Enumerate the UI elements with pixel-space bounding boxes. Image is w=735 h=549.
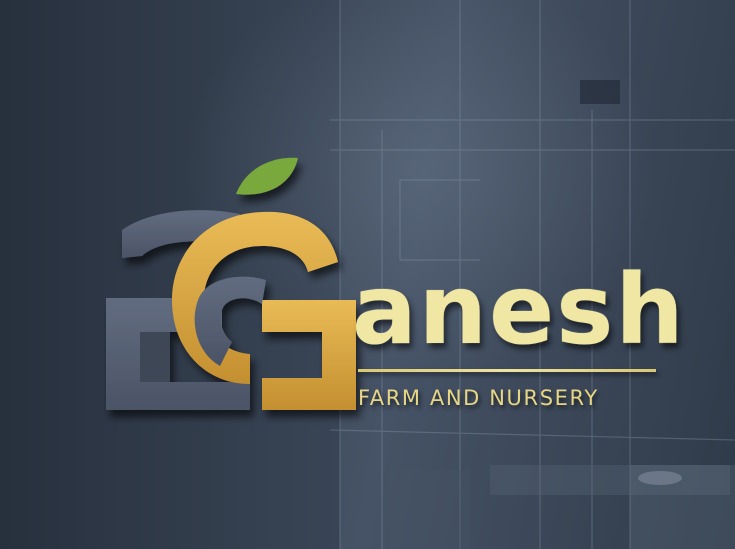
leaf-icon	[236, 157, 298, 195]
monogram-dark-arc	[122, 210, 240, 258]
monogram-dark-g	[194, 276, 266, 366]
brand-wordmark: anesh	[352, 254, 686, 366]
brand-tagline: FARM AND NURSERY	[358, 386, 599, 410]
dark-wall	[0, 0, 340, 549]
monogram-gold-stem	[262, 300, 356, 410]
monogram-dark-inner	[140, 332, 170, 382]
divider-line	[358, 369, 656, 372]
office-background	[330, 0, 735, 549]
